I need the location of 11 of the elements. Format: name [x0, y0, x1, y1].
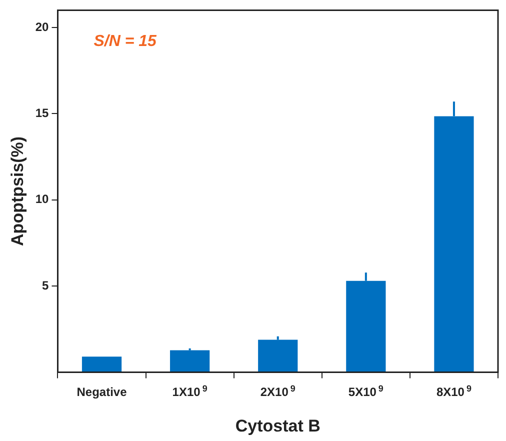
x-axis-title: Cytostat B	[235, 416, 320, 436]
annotation: S/N = 15	[94, 33, 158, 50]
y-tick-label: 20	[35, 20, 50, 34]
y-axis-title: Apoptpsis(%)	[8, 136, 27, 246]
y-tick-label: 5	[42, 278, 50, 292]
x-tick-label: Negative	[76, 385, 128, 400]
y-tick-label: 15	[35, 106, 50, 120]
bar	[258, 340, 298, 372]
bar	[170, 350, 210, 372]
y-tick-label: 10	[35, 192, 50, 206]
bar	[82, 356, 122, 372]
